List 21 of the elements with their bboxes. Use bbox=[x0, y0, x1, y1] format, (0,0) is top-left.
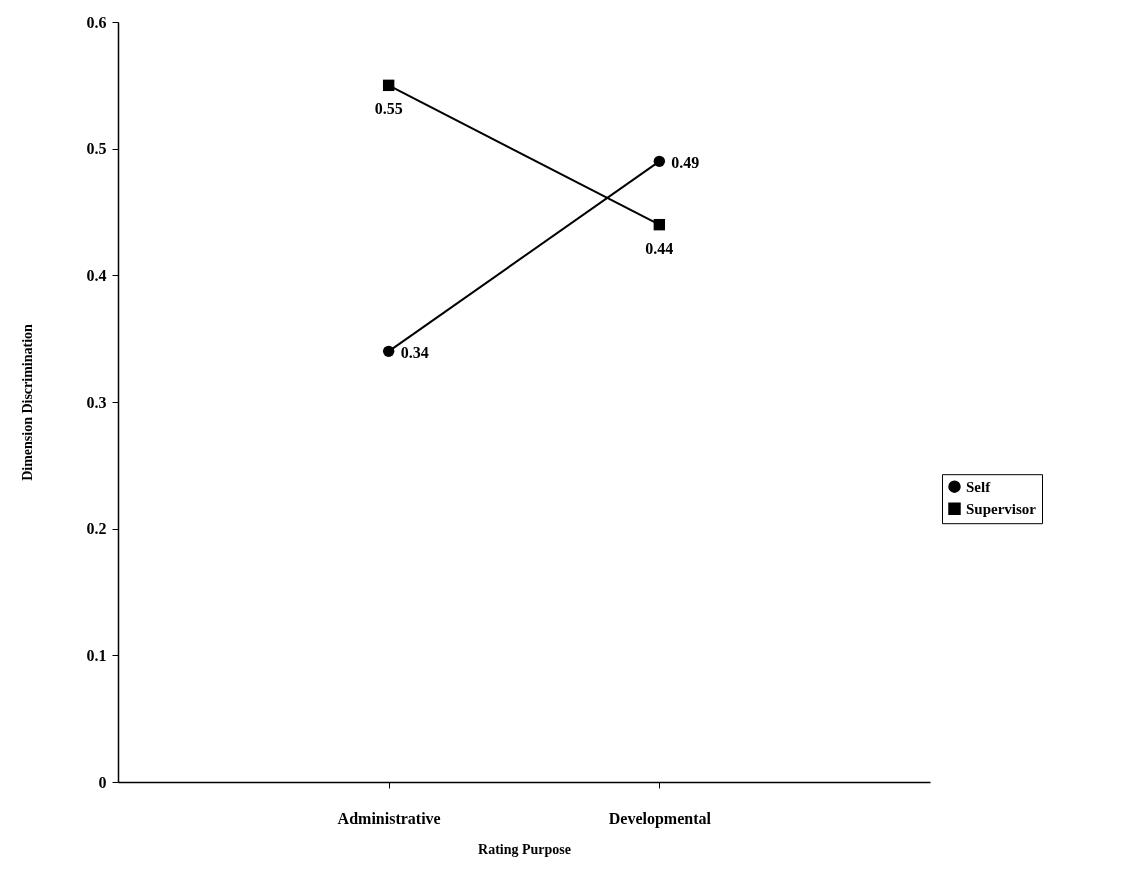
data-label: 0.55 bbox=[374, 100, 403, 118]
point bbox=[653, 218, 666, 231]
y-tick-label: 0.5 bbox=[86, 140, 107, 158]
point bbox=[382, 79, 395, 92]
y-tick-label: 0.6 bbox=[86, 13, 107, 31]
legend-label: Supervisor bbox=[966, 500, 1037, 517]
x-tick-label: Administrative bbox=[337, 809, 441, 827]
point bbox=[382, 345, 395, 358]
y-tick-label: 0.4 bbox=[86, 266, 107, 284]
y-tick-label: 0.3 bbox=[86, 393, 107, 411]
y-tick-label: 0 bbox=[98, 773, 107, 791]
y-tick-label: 0.2 bbox=[86, 520, 107, 538]
legend-label: Self bbox=[966, 478, 992, 495]
y-axis-title: Dimension Discrimination bbox=[19, 323, 35, 481]
x-axis-title: Rating Purpose bbox=[478, 841, 571, 857]
y-tick-label: 0.1 bbox=[86, 646, 107, 664]
point bbox=[653, 155, 666, 168]
x-tick-label: Developmental bbox=[608, 809, 712, 828]
data-label: 0.49 bbox=[671, 154, 700, 172]
data-label: 0.44 bbox=[645, 239, 674, 257]
data-label: 0.34 bbox=[400, 344, 429, 362]
